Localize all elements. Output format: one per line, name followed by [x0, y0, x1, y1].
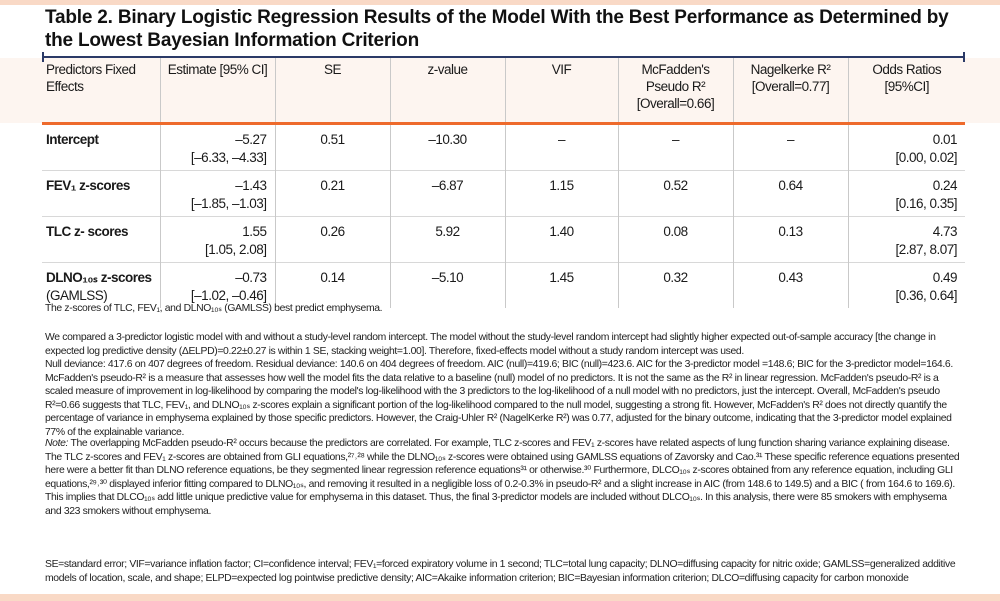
mcfadden-cell: –: [617, 123, 733, 171]
table-row: FEV₁ z-scores –1.43 [–1.85, –1.03] 0.21 –6.8…: [42, 170, 965, 217]
nagelkerke-cell-value: 0.64: [778, 178, 803, 193]
top-band: [0, 0, 1000, 5]
mcfadden-cell-value: 0.08: [663, 224, 688, 239]
se-cell: 0.14: [274, 262, 390, 308]
mcfadden-cell: 0.32: [617, 262, 733, 308]
odds-ratio-cell: 0.24 [0.16, 0.35]: [847, 170, 965, 217]
odds-ratio-cell-ci: [2.87, 8.07]: [895, 242, 957, 257]
mcfadden-cell-value: 0.32: [663, 270, 688, 285]
table-row: Intercept –5.27 [–6.33, –4.33] 0.51 –10.30 – –…: [42, 123, 965, 171]
col-header-odds-ratios: Odds Ratios [95%CI]: [847, 58, 965, 125]
vif-cell-value: 1.15: [549, 178, 574, 193]
z-value-cell-value: 5.92: [435, 224, 460, 239]
col-header-predictors: Predictors Fixed Effects: [42, 58, 160, 125]
z-value-cell-value: –6.87: [431, 178, 464, 193]
mcfadden-cell: 0.52: [617, 170, 733, 217]
estimate-cell: –0.73 [–1.02, –0.46]: [159, 262, 275, 308]
predictor-cell-ci: (GAMLSS): [46, 288, 108, 303]
z-value-cell: –6.87: [389, 170, 505, 217]
estimate-cell-ci: [–6.33, –4.33]: [190, 150, 267, 165]
estimate-cell-value: 1.55: [242, 224, 267, 239]
z-value-cell: 5.92: [389, 216, 505, 263]
odds-ratio-cell: 4.73 [2.87, 8.07]: [847, 216, 965, 263]
estimate-cell-value: –1.43: [235, 178, 267, 193]
predictor-cell-value: DLNO₁₀ₛ z-scores: [46, 270, 152, 285]
predictor-cell-value: TLC z- scores: [46, 224, 129, 239]
z-value-cell: –10.30: [389, 123, 505, 171]
odds-ratio-cell-ci: [0.16, 0.35]: [895, 196, 957, 211]
z-value-cell-value: –5.10: [431, 270, 464, 285]
z-value-cell-value: –10.30: [428, 132, 467, 147]
nagelkerke-cell: –: [732, 123, 848, 171]
vif-cell-value: 1.45: [549, 270, 574, 285]
table-row: TLC z- scores 1.55 [1.05, 2.08] 0.26 5.92 1.4…: [42, 216, 965, 263]
estimate-cell-ci: [1.05, 2.08]: [204, 242, 267, 257]
col-header-mcfadden: McFadden's Pseudo R² [Overall=0.66]: [617, 58, 733, 125]
nagelkerke-cell: 0.13: [732, 216, 848, 263]
odds-ratio-cell-value: 4.73: [932, 224, 958, 239]
estimate-cell-value: –5.27: [235, 132, 267, 147]
note-label: Note:: [45, 438, 69, 449]
se-cell: 0.21: [274, 170, 390, 217]
deviance-paragraph: Null deviance: 417.6 on 407 degrees of f…: [45, 359, 953, 438]
predictor-cell: FEV₁ z-scores: [42, 170, 160, 217]
regression-table: Predictors Fixed Effects Estimate [95% C…: [42, 58, 965, 308]
predictor-cell: TLC z- scores: [42, 216, 160, 263]
estimate-cell-value: –0.73: [235, 270, 267, 285]
se-cell: 0.26: [274, 216, 390, 263]
nagelkerke-cell-value: –: [786, 132, 795, 147]
nagelkerke-cell: 0.64: [732, 170, 848, 217]
note-paragraph: Note: The overlapping McFadden pseudo-R²…: [45, 437, 965, 518]
estimate-cell-ci: [–1.85, –1.03]: [190, 196, 267, 211]
se-cell-value: 0.14: [320, 270, 345, 285]
se-cell: 0.51: [274, 123, 390, 171]
estimate-cell: –5.27 [–6.33, –4.33]: [159, 123, 275, 171]
estimate-cell: 1.55 [1.05, 2.08]: [159, 216, 275, 263]
table-title: Table 2. Binary Logistic Regression Resu…: [45, 7, 949, 51]
note-text: The overlapping McFadden pseudo-R² occur…: [45, 438, 960, 517]
col-header-z-value: z-value: [389, 58, 505, 125]
predictor-cell: Intercept: [42, 124, 160, 171]
mcfadden-cell: 0.08: [617, 216, 733, 263]
estimate-cell: –1.43 [–1.85, –1.03]: [159, 170, 275, 217]
nagelkerke-cell-value: 0.13: [778, 224, 803, 239]
vif-cell-value: 1.40: [549, 224, 574, 239]
odds-ratio-cell: 0.49 [0.36, 0.64]: [847, 262, 965, 308]
estimate-cell-ci: [–1.02, –0.46]: [190, 288, 267, 303]
odds-ratio-cell-value: 0.01: [932, 132, 958, 147]
abbreviations: SE=standard error; VIF=variance inflatio…: [45, 559, 956, 584]
odds-ratio-cell-value: 0.49: [932, 270, 958, 285]
nagelkerke-cell-value: 0.43: [778, 270, 803, 285]
bottom-band: [0, 594, 1000, 601]
col-header-se: SE: [274, 58, 390, 125]
vif-cell-value: –: [557, 132, 566, 147]
odds-ratio-cell-value: 0.24: [932, 178, 958, 193]
col-header-vif: VIF: [504, 58, 618, 125]
odds-ratio-cell-ci: [0.36, 0.64]: [895, 288, 957, 303]
vif-cell: 1.45: [504, 262, 618, 308]
se-cell-value: 0.51: [320, 132, 345, 147]
col-header-estimate: Estimate [95% CI]: [159, 58, 275, 125]
col-header-nagelkerke: Nagelkerke R² [Overall=0.77]: [732, 58, 848, 125]
table-row: DLNO₁₀ₛ z-scores (GAMLSS) –0.73 [–1.02, –0.…: [42, 262, 965, 308]
nagelkerke-cell: 0.43: [732, 262, 848, 308]
vif-cell: –: [504, 123, 618, 171]
vif-cell: 1.15: [504, 170, 618, 217]
se-cell-value: 0.21: [320, 178, 345, 193]
vif-cell: 1.40: [504, 216, 618, 263]
z-value-cell: –5.10: [389, 262, 505, 308]
mcfadden-cell-value: 0.52: [663, 178, 688, 193]
se-cell-value: 0.26: [320, 224, 345, 239]
model-comparison-paragraph: We compared a 3-predictor logistic model…: [45, 332, 936, 357]
predictor-cell-value: FEV₁ z-scores: [46, 178, 130, 193]
table-header-row: Predictors Fixed Effects Estimate [95% C…: [42, 58, 965, 125]
table-footnote: The z-scores of TLC, FEV₁, and DLNO₁₀ₛ (…: [45, 303, 383, 314]
odds-ratio-cell: 0.01 [0.00, 0.02]: [847, 123, 965, 171]
mcfadden-cell-value: –: [671, 132, 680, 147]
predictor-cell-value: Intercept: [46, 132, 99, 147]
odds-ratio-cell-ci: [0.00, 0.02]: [895, 150, 957, 165]
predictor-cell: DLNO₁₀ₛ z-scores (GAMLSS): [42, 262, 160, 308]
title-rule: [42, 52, 965, 62]
